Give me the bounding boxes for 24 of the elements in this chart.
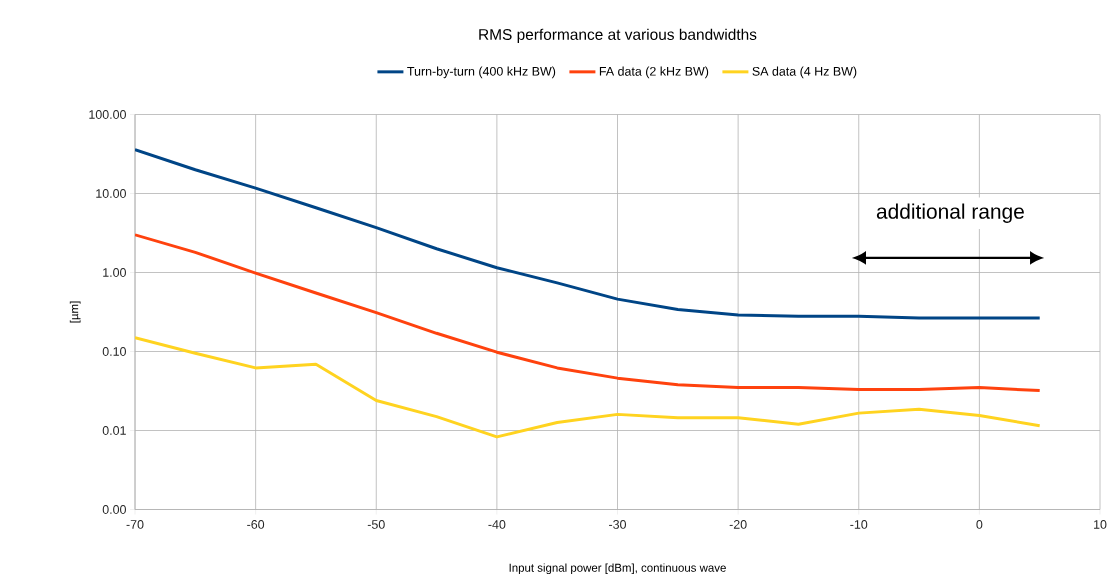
x-tick-label: -30 [609, 520, 627, 529]
x-tick-label: -10 [850, 520, 868, 529]
x-tick-label: -70 [126, 520, 144, 529]
x-tick-label: -40 [488, 520, 506, 529]
legend-label: SA data (4 Hz BW) [752, 66, 857, 79]
y-tick-label: 0.00 [102, 505, 126, 514]
y-tick-label: 0.10 [102, 347, 126, 356]
x-tick-label: -60 [247, 520, 265, 529]
line-series [135, 336, 1042, 439]
legend-label: Turn-by-turn (400 kHz BW) [407, 66, 556, 79]
x-axis-title: Input signal power [dBm], continuous wave [509, 563, 726, 575]
x-tick-label: -20 [729, 520, 747, 529]
y-tick-label: 1.00 [103, 268, 126, 277]
x-tick-label: -50 [367, 520, 385, 529]
y-axis-title: [µm] [69, 301, 81, 323]
y-tick-label: 0.01 [102, 426, 126, 435]
y-tick-label: 100.00 [89, 110, 126, 119]
x-tick-label: 0 [976, 520, 983, 529]
annotation: additional range [876, 203, 1024, 224]
chart-title: RMS performance at various bandwidths [479, 28, 757, 44]
x-tick-label: 10 [1094, 520, 1107, 529]
line-series [135, 233, 1042, 393]
legend-label: FA data (2 kHz BW) [599, 66, 709, 79]
y-tick-label: 10.00 [96, 189, 126, 198]
